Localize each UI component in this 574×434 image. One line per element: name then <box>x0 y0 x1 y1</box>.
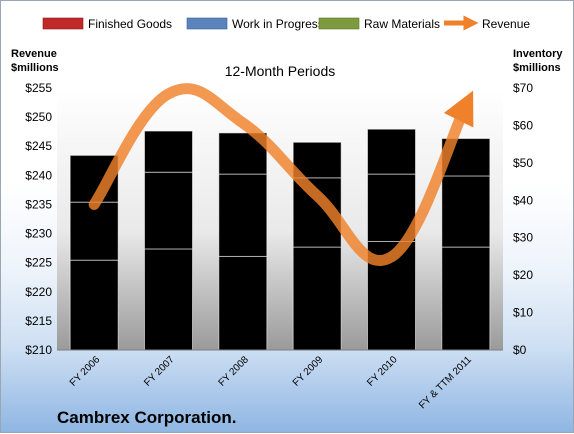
bar-finished-goods-fy-2007 <box>144 248 193 351</box>
legend-swatch-finished-goods <box>42 17 84 30</box>
bar-finished-goods-fy-ttm-2011 <box>441 246 491 351</box>
x-tick-label: FY 2007 <box>142 354 177 389</box>
right-tick-label: $60 <box>513 118 533 132</box>
left-tick-label: $225 <box>25 256 52 270</box>
right-tick-label: $20 <box>513 268 533 282</box>
left-tick-label: $215 <box>25 314 52 328</box>
right-axis-ticks: $0 $10 $20 $30 $40 $50 $60 $70 <box>513 81 533 357</box>
bar-raw-materials-fy-2009 <box>292 141 342 179</box>
left-tick-label: $220 <box>25 285 52 299</box>
right-tick-label: $50 <box>513 156 533 170</box>
legend-swatch-work-in-progress <box>186 17 228 30</box>
x-tick-label: FY 2006 <box>68 354 103 389</box>
bar-work-in-progress-fy-2008 <box>218 173 268 257</box>
left-axis-title-line2: $millions <box>11 62 59 74</box>
left-axis-ticks: $210 $215 $220 $225 $230 $235 $240 $245 $250 $255 <box>25 81 52 357</box>
left-tick-label: $210 <box>25 343 52 357</box>
right-tick-label: $10 <box>513 306 533 320</box>
legend-label-work-in-progress: Work in Progress <box>232 17 324 31</box>
x-tick-label: FY 2009 <box>291 354 326 389</box>
legend-label-raw-materials: Raw Materials <box>364 17 440 31</box>
legend-label-revenue: Revenue <box>482 17 530 31</box>
right-tick-label: $70 <box>513 81 533 95</box>
bar-finished-goods-fy-2006 <box>69 259 119 351</box>
left-tick-label: $230 <box>25 227 52 241</box>
x-axis-ticks: FY 2006 FY 2007 FY 2008 FY 2009 FY 2010 FY & … <box>68 354 474 411</box>
legend-label-finished-goods: Finished Goods <box>88 17 172 31</box>
revenue-line <box>88 83 474 266</box>
left-tick-label: $235 <box>25 197 52 211</box>
revenue-line-layer <box>88 83 474 266</box>
right-tick-label: $30 <box>513 231 533 245</box>
left-axis-title-line1: Revenue <box>11 48 57 60</box>
right-axis-title-line2: $millions <box>513 62 561 74</box>
chart-title: 12-Month Periods <box>225 63 336 79</box>
plot-area <box>57 88 503 350</box>
left-tick-label: $250 <box>25 110 52 124</box>
x-tick-label: FY 2010 <box>365 354 400 389</box>
left-tick-label: $240 <box>25 168 52 182</box>
bar-raw-materials-fy-2010 <box>367 128 416 175</box>
bar-work-in-progress-fy-ttm-2011 <box>441 175 491 248</box>
right-tick-label: $40 <box>513 193 533 207</box>
left-tick-label: $245 <box>25 139 52 153</box>
x-tick-label: FY & TTM 2011 <box>417 354 474 411</box>
legend-swatch-raw-materials <box>318 17 360 30</box>
bar-finished-goods-fy-2008 <box>218 255 268 351</box>
x-tick-label: FY 2008 <box>217 354 252 389</box>
bar-work-in-progress-fy-2006 <box>69 201 119 261</box>
bar-work-in-progress-fy-2007 <box>144 171 193 250</box>
bar-raw-materials-fy-2007 <box>144 130 193 173</box>
company-name: Cambrex Corporation. <box>57 408 236 427</box>
right-tick-label: $0 <box>513 343 527 357</box>
legend: Finished Goods Work in Progress Raw Mate… <box>42 15 530 31</box>
left-tick-label: $255 <box>25 81 52 95</box>
bar-finished-goods-fy-2009 <box>292 246 342 351</box>
right-axis-title-line1: Inventory <box>513 48 563 60</box>
